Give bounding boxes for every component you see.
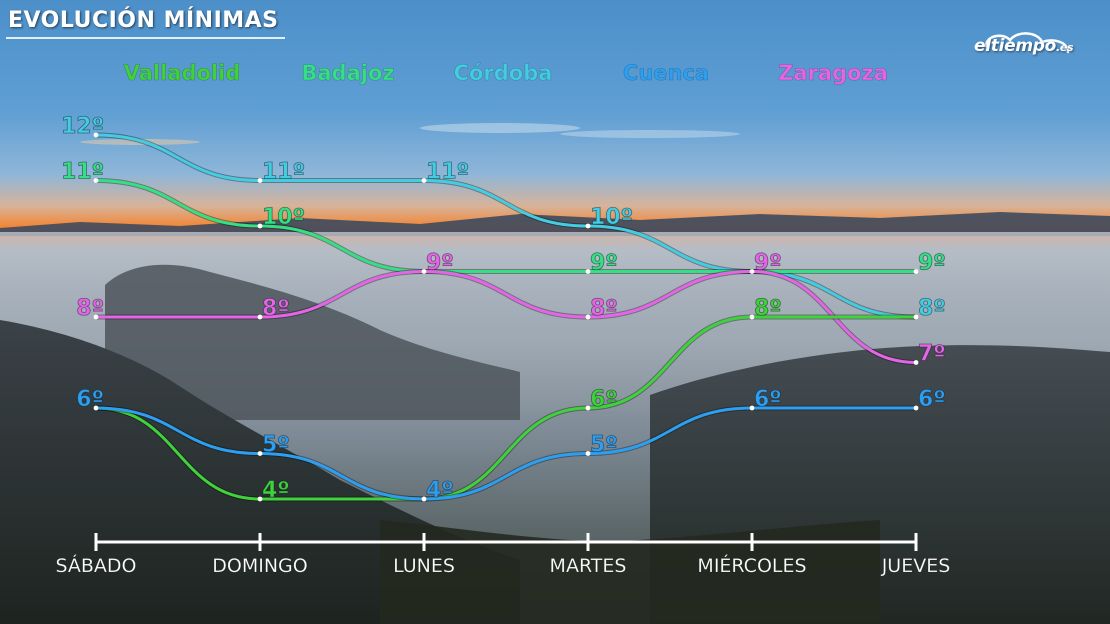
x-axis: SÁBADO DOMINGO LUNES MARTES MIÉRCOLES JUEVES (55, 533, 951, 577)
data-point-zaragoza-4 (749, 269, 755, 274)
legend: Valladolid Badajoz Córdoba Cuenca Zaragoza (123, 61, 888, 86)
data-label-cuenca-0: 6º (76, 387, 104, 412)
data-label-valladolid-3: 6º (590, 387, 618, 412)
data-point-cordoba-2 (421, 178, 427, 183)
data-point-zaragoza-5 (913, 360, 919, 365)
data-label-cuenca-5: 6º (918, 387, 946, 412)
data-label-zaragoza-5: 7º (918, 342, 946, 367)
data-point-valladolid-3 (585, 405, 591, 411)
data-point-cordoba-3 (585, 223, 591, 229)
data-point-badajoz-5 (913, 269, 919, 274)
data-label-cordoba-5: 8º (918, 296, 946, 321)
data-point-cuenca-3 (585, 451, 591, 456)
x-tick-label-martes: MARTES (550, 555, 627, 577)
data-label-zaragoza-2: 9º (426, 251, 454, 276)
logo-suffix: .es (1056, 41, 1074, 54)
data-label-badajoz-3: 9º (590, 251, 618, 276)
cloud-icon (984, 32, 1070, 54)
series-line-cuenca (94, 406, 918, 501)
data-point-cuenca-1 (257, 451, 263, 456)
series-line-badajoz (94, 179, 918, 274)
data-label-cordoba-3: 10º (590, 205, 633, 230)
data-point-cordoba-5 (913, 314, 919, 320)
data-point-cordoba-0 (93, 132, 99, 138)
legend-item-badajoz: Badajoz (301, 61, 394, 85)
data-point-badajoz-0 (93, 178, 99, 183)
data-label-zaragoza-1: 8º (262, 296, 290, 321)
data-point-zaragoza-0 (93, 314, 99, 320)
data-point-badajoz-3 (585, 269, 591, 274)
data-label-cuenca-2: 4º (426, 478, 454, 503)
data-point-zaragoza-2 (421, 269, 427, 274)
legend-item-cordoba: Córdoba (454, 61, 553, 85)
data-point-cuenca-5 (913, 405, 919, 411)
series-line-shadow-badajoz (95, 178, 916, 275)
x-tick-label-sabado: SÁBADO (55, 554, 136, 577)
logo-text: eltiempo (974, 36, 1057, 56)
data-label-zaragoza-4: 9º (754, 251, 782, 276)
data-label-cordoba-1: 11º (262, 160, 305, 185)
brand-logo: eltiempo.es (968, 28, 1088, 64)
data-point-zaragoza-3 (585, 314, 591, 320)
data-point-valladolid-4 (749, 314, 755, 320)
data-label-valladolid-4: 8º (754, 296, 782, 321)
legend-item-cuenca: Cuenca (623, 61, 709, 85)
x-tick-label-domingo: DOMINGO (212, 555, 307, 577)
data-label-badajoz-1: 10º (262, 205, 305, 230)
data-point-zaragoza-1 (257, 314, 263, 320)
x-tick-label-jueves: JUEVES (881, 555, 951, 577)
data-point-cordoba-1 (257, 178, 263, 183)
series-line-cordoba (94, 133, 918, 319)
data-label-cuenca-4: 6º (754, 387, 782, 412)
data-label-zaragoza-3: 8º (590, 296, 618, 321)
series-line-shadow-cordoba (95, 132, 917, 320)
data-label-badajoz-5: 9º (918, 251, 946, 276)
data-point-cuenca-0 (93, 405, 99, 411)
data-label-cuenca-1: 5º (262, 433, 290, 458)
x-tick-label-lunes: LUNES (393, 555, 455, 577)
legend-item-zaragoza: Zaragoza (778, 61, 888, 85)
data-label-valladolid-1: 4º (262, 478, 290, 503)
data-point-badajoz-1 (257, 223, 263, 229)
legend-item-valladolid: Valladolid (124, 61, 241, 85)
x-tick-label-miercoles: MIÉRCOLES (697, 554, 806, 577)
chart-title: EVOLUCIÓN MÍNIMAS (6, 6, 285, 39)
data-label-cordoba-2: 11º (426, 160, 469, 185)
data-label-cuenca-3: 5º (590, 433, 618, 458)
data-point-cuenca-4 (749, 405, 755, 411)
data-point-valladolid-1 (257, 496, 263, 502)
data-point-cuenca-2 (421, 496, 427, 502)
series-lines (94, 132, 918, 502)
data-label-zaragoza-0: 8º (76, 296, 104, 321)
